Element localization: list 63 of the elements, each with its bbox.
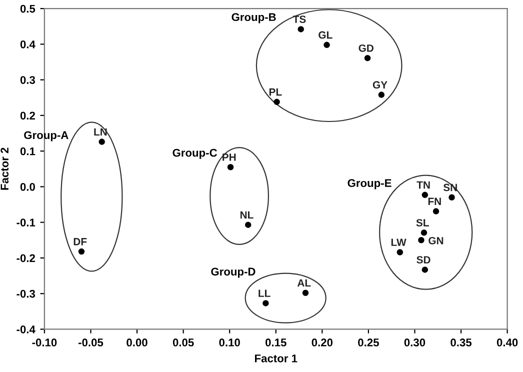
series-label: Group-C xyxy=(172,148,218,159)
text: Group-D xyxy=(211,268,256,278)
x-tick-label: 0.15 xyxy=(266,338,286,346)
text: Group-A xyxy=(24,131,68,142)
data-label: PL xyxy=(269,88,282,96)
text: Group-E xyxy=(348,179,392,190)
data-label: SD xyxy=(416,256,430,264)
point xyxy=(302,290,309,296)
point xyxy=(422,192,428,198)
point xyxy=(422,266,428,273)
text: Group-B xyxy=(232,13,276,24)
y-tick-label: -0.3 xyxy=(16,290,36,298)
data-label: LW xyxy=(391,238,406,246)
y-tick-label: -0.1 xyxy=(16,218,36,226)
point xyxy=(98,138,105,145)
point xyxy=(244,222,252,228)
point xyxy=(432,208,440,214)
x-tick-label: 0.25 xyxy=(358,338,379,346)
data-label: PH xyxy=(222,154,236,161)
point xyxy=(298,26,304,32)
y-axis-title: Factor 2 xyxy=(0,148,9,190)
data-label: TS xyxy=(292,16,306,23)
data-label: AL xyxy=(297,279,311,287)
data-label: GY xyxy=(372,81,388,89)
data-label: TN xyxy=(416,181,430,189)
y-tick-label: 0.5 xyxy=(20,4,36,13)
x-tick-label: 0.40 xyxy=(496,338,518,346)
y-tick-label: -0.2 xyxy=(16,254,35,262)
x-tick-label: 0.10 xyxy=(219,338,240,346)
point xyxy=(78,248,85,255)
x-tick-label: 0.20 xyxy=(312,338,333,346)
data-label: LN xyxy=(94,128,107,136)
data-label: DF xyxy=(74,238,87,246)
point xyxy=(378,92,385,98)
data-label: SL xyxy=(416,219,429,226)
x-axis-title: Factor 1 xyxy=(255,354,298,362)
data-label: GL xyxy=(318,31,332,39)
point xyxy=(274,98,280,106)
x-tick-label: 0.30 xyxy=(404,338,426,346)
y-tick-label: 0.3 xyxy=(20,76,36,84)
y-tick-label: 0.4 xyxy=(20,40,36,48)
data-label: GN xyxy=(428,236,444,244)
point xyxy=(420,230,428,236)
x-tick-label: 0.35 xyxy=(450,338,472,346)
y-tick-label: -0.4 xyxy=(16,325,36,334)
data-label: GD xyxy=(358,44,374,52)
data-label: LL xyxy=(258,290,270,297)
x-tick-label: 0.00 xyxy=(126,338,148,346)
point xyxy=(448,194,455,201)
y-tick-label: 0.0 xyxy=(20,182,35,191)
data-label: FN xyxy=(428,198,441,205)
y-tick-label: 0.2 xyxy=(20,112,35,120)
point xyxy=(324,42,330,48)
x-tick-label: 0.05 xyxy=(172,338,194,346)
point xyxy=(227,164,234,170)
point xyxy=(262,300,269,306)
data-label: NL xyxy=(240,211,254,218)
x-tick-label: -0.10 xyxy=(32,338,57,346)
point xyxy=(364,54,371,62)
point xyxy=(396,249,404,256)
x-tick-label: -0.05 xyxy=(78,338,104,346)
y-tick-label: 0.1 xyxy=(20,147,36,156)
point xyxy=(418,237,424,244)
